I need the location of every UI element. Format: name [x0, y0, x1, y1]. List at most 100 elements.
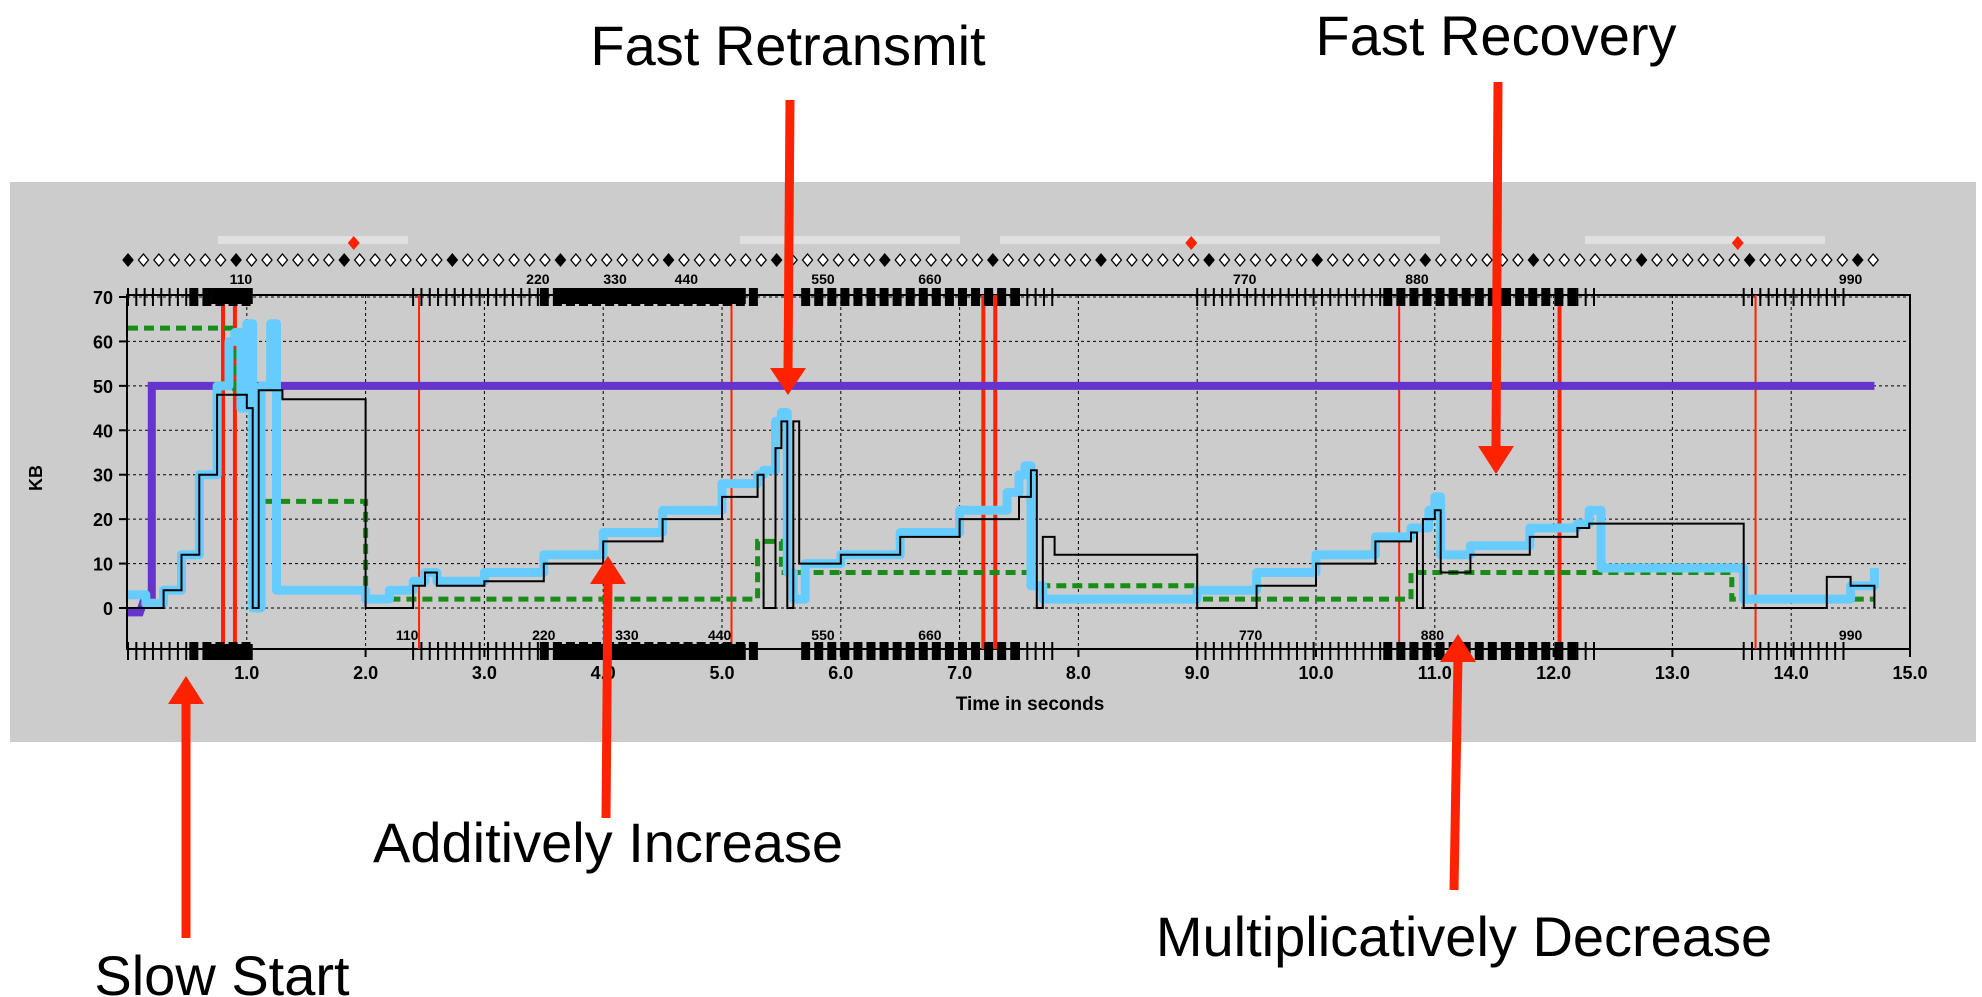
top-segment-label: 220 — [526, 271, 550, 287]
annotation-slow-start: Slow Start — [94, 944, 350, 997]
dupack-diamond — [1651, 252, 1663, 268]
dupack-diamond — [199, 252, 212, 268]
dupack-diamond — [261, 252, 273, 268]
top-packet-tick — [1567, 288, 1577, 306]
x-tick-label: 13.0 — [1655, 663, 1690, 683]
dupack-diamond — [1465, 252, 1478, 268]
bottom-packet-tick — [202, 642, 212, 660]
dupack-diamond — [1326, 252, 1339, 268]
top-packet-tick — [1502, 288, 1512, 306]
dupack-diamond — [755, 252, 768, 268]
bottom-packet-tick — [918, 642, 928, 660]
bottom-segment-label: 550 — [811, 627, 835, 643]
bottom-packet-tick — [801, 642, 811, 660]
bottom-packet-block — [555, 644, 746, 660]
dupack-diamond — [1635, 252, 1648, 268]
top-packet-tick — [801, 288, 811, 306]
bottom-packet-tick — [1422, 642, 1432, 660]
top-packet-tick — [1422, 288, 1432, 306]
dupack-diamond — [1311, 252, 1324, 268]
dupack-diamond — [1017, 252, 1030, 268]
dupack-diamond — [1342, 252, 1354, 268]
red-diamond — [1731, 236, 1744, 250]
top-segment-label: 550 — [811, 271, 835, 287]
top-packet-tick — [957, 288, 967, 306]
top-packet-tick — [1010, 288, 1020, 306]
top-packet-tick — [1435, 288, 1445, 306]
x-tick-label: 8.0 — [1066, 663, 1091, 683]
bottom-packet-tick — [853, 642, 863, 660]
dupack-diamond — [585, 252, 598, 268]
bottom-packet-tick — [840, 642, 850, 660]
x-tick-label: 5.0 — [709, 663, 734, 683]
bottom-segment-label: 220 — [532, 627, 556, 643]
bottom-packet-tick — [984, 642, 994, 660]
x-tick-label: 14.0 — [1774, 663, 1809, 683]
dupack-diamond — [1851, 252, 1864, 268]
bottom-packet-tick — [1474, 642, 1484, 660]
dupack-diamond — [168, 252, 181, 268]
top-packet-tick — [748, 288, 758, 306]
dupack-diamond — [1620, 252, 1632, 268]
x-tick-label: 3.0 — [472, 663, 497, 683]
dupack-diamond — [1187, 252, 1200, 268]
additively-increase-arrow — [601, 579, 613, 819]
dupack-diamond — [1434, 252, 1447, 268]
bottom-packet-tick — [1396, 642, 1406, 660]
dupack-diamond — [1790, 252, 1802, 268]
bottom-packet-tick — [1383, 642, 1393, 660]
additively-increase-arrowhead — [590, 556, 626, 584]
bottom-packet-tick — [748, 642, 758, 660]
dupack-diamond — [1126, 252, 1138, 268]
top-packet-tick — [1515, 288, 1525, 306]
dupack-diamond — [415, 252, 428, 268]
dupack-diamond — [245, 252, 258, 268]
x-tick-label: 12.0 — [1536, 663, 1571, 683]
top-packet-tick — [984, 288, 994, 306]
dupack-diamond — [384, 252, 397, 268]
top-segment-label: 660 — [918, 271, 942, 287]
fast-retransmit-arrow — [783, 99, 795, 373]
dupack-diamond — [678, 252, 690, 268]
bottom-packet-tick — [879, 642, 889, 660]
top-packet-tick — [1396, 288, 1406, 306]
annotation-multiplicatively-decrease: Multiplicatively Decrease — [1156, 905, 1772, 968]
dupack-diamond — [338, 252, 351, 268]
dupack-diamond — [122, 252, 134, 268]
top-packet-tick — [853, 288, 863, 306]
dupack-diamond — [137, 252, 150, 268]
x-tick-label: 6.0 — [828, 663, 853, 683]
dupack-diamond — [1697, 252, 1710, 268]
dupack-diamond — [724, 252, 737, 268]
y-axis: 0 10 20 30 40 50 60 70 — [93, 288, 127, 619]
top-packet-tick — [202, 288, 212, 306]
slow-start-arrowhead — [168, 676, 204, 704]
x-tick-label: 11.0 — [1418, 663, 1452, 683]
outstanding-data-line — [128, 389, 1876, 609]
dupack-diamond — [1249, 252, 1262, 268]
segment-labels: 110 220 330 440 550 660 770 880 990 110 220 330 440 5… — [230, 271, 1863, 643]
dupack-diamond — [400, 252, 412, 268]
top-packet-tick — [879, 288, 889, 306]
dupack-diamond — [1234, 252, 1246, 268]
dupack-diamond — [1002, 252, 1015, 268]
bottom-packet-tick — [1541, 642, 1551, 660]
x-tick-label: 2.0 — [353, 663, 378, 683]
dupack-diamond — [1712, 252, 1725, 268]
fast-retransmit-arrowhead — [770, 368, 806, 395]
x-tick-label: 15.0 — [1892, 663, 1927, 683]
dupack-diamond — [1666, 252, 1679, 268]
dupack-diamond — [894, 252, 907, 268]
top-segment-label: 990 — [1839, 271, 1863, 287]
bottom-segment-label: 660 — [918, 627, 942, 643]
top-packet-tick — [1554, 288, 1564, 306]
y-axis-label: KB — [26, 465, 46, 491]
dupack-diamond — [570, 252, 582, 268]
dupack-diamond — [616, 252, 629, 268]
y-tick-label: 70 — [93, 288, 113, 308]
y-tick-label: 30 — [93, 466, 113, 486]
bottom-segment-label: 110 — [396, 627, 419, 643]
dupack-diamond — [1805, 252, 1818, 268]
dupack-diamond — [848, 252, 860, 268]
